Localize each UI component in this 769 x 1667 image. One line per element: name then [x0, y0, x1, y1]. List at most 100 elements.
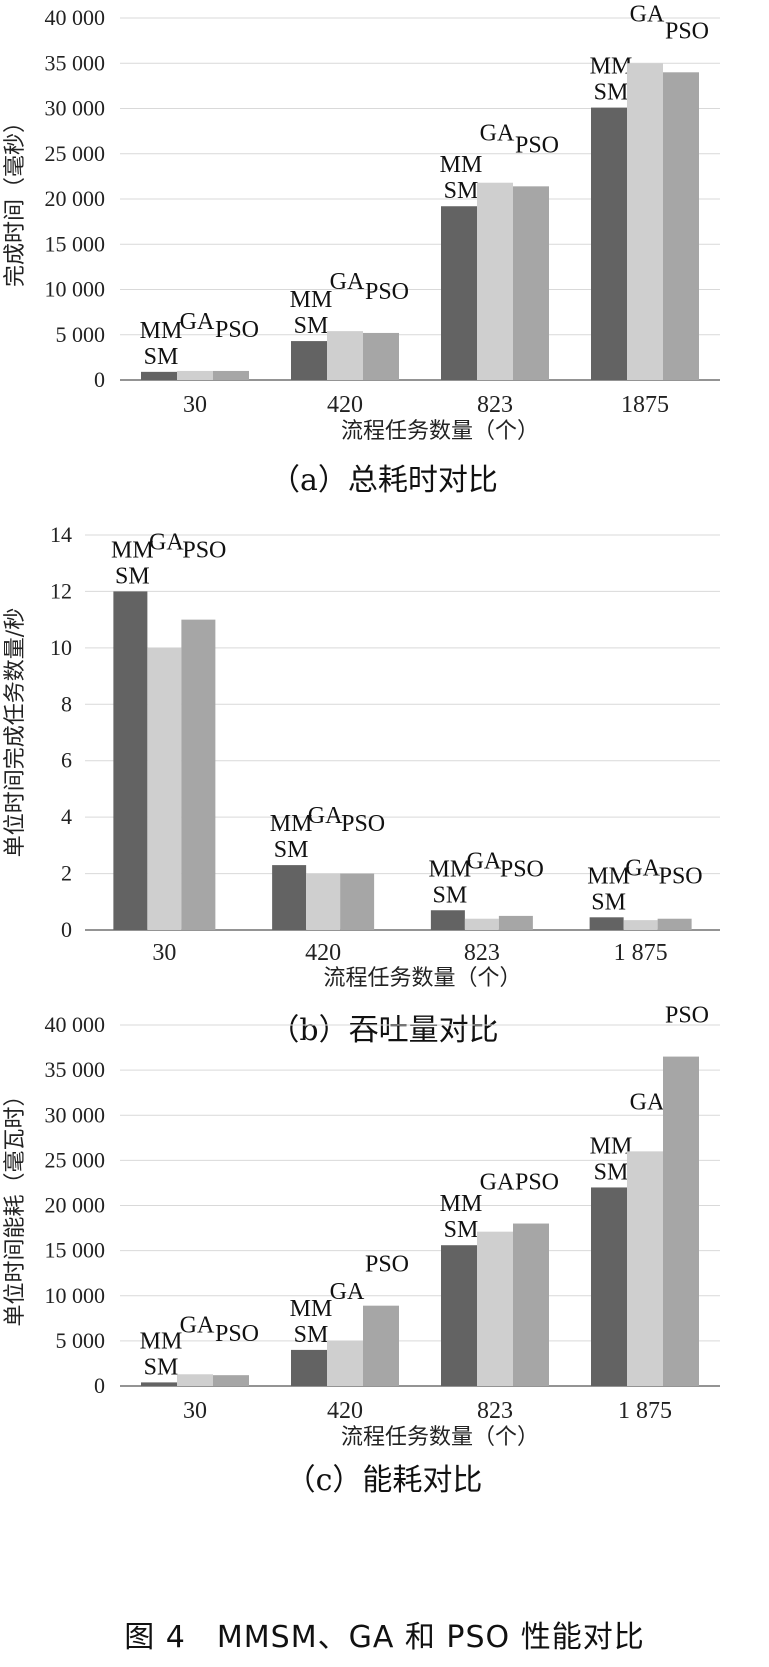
- x-category-label: 1 875: [614, 940, 668, 966]
- bar-label-ga: GA: [630, 1089, 665, 1115]
- bar-label-ga: GA: [480, 121, 515, 147]
- figure-title: 图 4 MMSM、GA 和 PSO 性能对比: [124, 1620, 645, 1655]
- bar-mmsm: [141, 1382, 177, 1386]
- bar-label-mmsm-top: MM: [590, 54, 633, 80]
- bar-label-mmsm-bottom: SM: [294, 1322, 329, 1348]
- y-tick-label: 20 000: [45, 186, 106, 211]
- bar-label-mmsm-top: MM: [290, 1296, 333, 1322]
- bar-ga: [627, 1151, 663, 1386]
- y-tick-label: 5 000: [56, 1328, 106, 1353]
- bar-label-pso: PSO: [215, 1321, 259, 1347]
- bar-label-mmsm-top: MM: [290, 287, 333, 313]
- y-tick-label: 40 000: [45, 1012, 106, 1037]
- bar-label-mmsm-bottom: SM: [444, 178, 479, 204]
- bar-label-pso: PSO: [515, 1170, 559, 1196]
- chart-caption: （c）能耗对比: [286, 1463, 483, 1498]
- x-category-label: 420: [327, 1398, 363, 1424]
- bar-mmsm: [430, 910, 465, 930]
- bar-mmsm: [591, 1187, 627, 1386]
- bar-ga: [327, 1340, 363, 1386]
- bar-label-ga: GA: [180, 309, 215, 335]
- x-category-label: 823: [477, 392, 513, 418]
- y-tick-label: 0: [94, 1373, 105, 1398]
- bar-mmsm: [441, 1245, 477, 1386]
- bar-ga: [477, 1231, 513, 1386]
- bar-label-mmsm-bottom: SM: [115, 563, 150, 589]
- y-axis-title: 单位时间能耗（毫瓦时）: [3, 1084, 28, 1326]
- bar-label-mmsm-top: MM: [440, 152, 483, 178]
- bar-pso: [181, 619, 216, 930]
- bar-label-mmsm-bottom: SM: [433, 882, 468, 908]
- y-tick-label: 20 000: [45, 1193, 106, 1218]
- bar-mmsm: [591, 107, 627, 380]
- x-category-label: 1875: [621, 392, 669, 418]
- y-tick-label: 40 000: [45, 5, 106, 30]
- bar-label-mmsm-top: MM: [440, 1191, 483, 1217]
- bar-label-mmsm-top: MM: [429, 856, 472, 882]
- y-tick-label: 10 000: [45, 277, 106, 302]
- bar-ga: [623, 920, 658, 930]
- chart-caption: （b）吞吐量对比: [269, 1013, 498, 1048]
- chart-energy: 0 5 000 10 000 15 000 20 000 25 000 30 000 35 0…: [3, 1003, 720, 1498]
- y-tick-label: 4: [61, 804, 72, 829]
- bar-ga: [147, 647, 182, 930]
- bar-label-ga: GA: [330, 1279, 365, 1305]
- y-tick-label: 15 000: [45, 1238, 106, 1263]
- y-axis-title: 完成时间（毫秒）: [3, 111, 28, 287]
- bar-mmsm: [272, 865, 307, 930]
- bar-label-mmsm-top: MM: [140, 1328, 183, 1354]
- x-category-label: 1 875: [618, 1398, 672, 1424]
- y-tick-label: 0: [94, 367, 105, 392]
- bar-label-pso: PSO: [365, 279, 409, 305]
- bar-label-pso: PSO: [665, 18, 709, 44]
- bar-label-ga: GA: [180, 1312, 215, 1338]
- bar-mmsm: [589, 917, 624, 930]
- y-tick-label: 30 000: [45, 1102, 106, 1127]
- bar-label-ga: GA: [625, 855, 660, 881]
- y-tick-label: 10 000: [45, 1283, 106, 1308]
- bar-pso: [213, 1375, 249, 1386]
- bar-ga: [464, 918, 499, 930]
- bar-label-ga: GA: [149, 529, 184, 555]
- bar-label-ga: GA: [467, 848, 502, 874]
- bar-pso: [513, 1223, 549, 1386]
- chart-total-time: 0 5 000 10 000 15 000 20 000 25 000 30 000 35 0…: [3, 1, 720, 498]
- bar-label-pso: PSO: [182, 537, 226, 563]
- y-tick-label: 12: [50, 578, 72, 603]
- x-category-label: 823: [477, 1398, 513, 1424]
- bar-label-mmsm-bottom: SM: [594, 1159, 629, 1185]
- x-category-label: 420: [327, 392, 363, 418]
- y-tick-label: 10: [50, 635, 72, 660]
- bar-mmsm: [291, 341, 327, 380]
- bar-label-ga: GA: [330, 269, 365, 295]
- x-category-label: 420: [305, 940, 341, 966]
- bar-ga: [177, 370, 213, 380]
- bar-label-pso: PSO: [665, 1003, 709, 1029]
- y-tick-label: 25 000: [45, 141, 106, 166]
- bar-label-mmsm-top: MM: [587, 863, 630, 889]
- bar-label-pso: PSO: [365, 1252, 409, 1278]
- bar-label-pso: PSO: [659, 863, 703, 889]
- y-axis-title: 单位时间完成任务数量/秒: [3, 608, 28, 857]
- bar-mmsm: [441, 206, 477, 380]
- bar-label-mmsm-bottom: SM: [591, 889, 626, 915]
- y-tick-label: 35 000: [45, 1057, 106, 1082]
- bar-label-mmsm-bottom: SM: [144, 1354, 179, 1380]
- bar-label-ga: GA: [630, 1, 665, 27]
- bar-label-mmsm-bottom: SM: [144, 344, 179, 370]
- bar-label-mmsm-top: MM: [270, 811, 313, 837]
- bar-label-pso: PSO: [341, 811, 385, 837]
- x-category-label: 823: [464, 940, 500, 966]
- x-axis-title: 流程任务数量（个）: [323, 966, 521, 991]
- bar-label-pso: PSO: [215, 317, 259, 343]
- chart-throughput: 02468101214MMSMGAPSO30MMSMGAPSO420MMSMGA…: [3, 522, 720, 1048]
- bar-mmsm: [113, 591, 148, 930]
- x-axis-title: 流程任务数量（个）: [341, 1425, 539, 1450]
- bar-ga: [177, 1374, 213, 1386]
- y-tick-label: 8: [61, 691, 72, 716]
- y-tick-label: 14: [50, 522, 72, 547]
- bar-pso: [213, 370, 249, 380]
- y-tick-label: 25 000: [45, 1147, 106, 1172]
- bar-pso: [663, 1056, 699, 1386]
